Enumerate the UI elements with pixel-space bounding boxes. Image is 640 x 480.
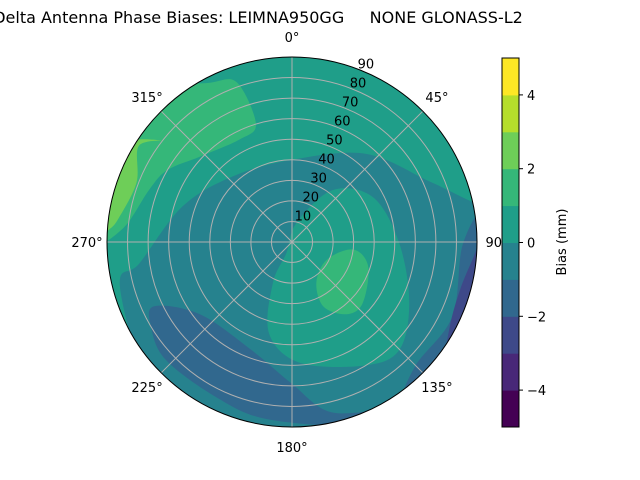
colorbar-band [502, 279, 519, 317]
colorbar-band [502, 316, 519, 354]
angular-tick-label: 225° [131, 381, 162, 396]
colorbar-band [502, 168, 519, 207]
contour-region-2 [148, 305, 394, 426]
colorbar-band [502, 242, 519, 280]
radial-tick-label: 40 [318, 153, 335, 168]
grid-spoke [160, 110, 293, 243]
grid-spoke [291, 241, 424, 374]
colorbar-tick-label: −2 [527, 310, 546, 325]
colorbar-band [502, 390, 519, 428]
radial-tick-label: 70 [342, 96, 359, 111]
polar-grid [107, 57, 477, 427]
grid-spoke [291, 110, 424, 243]
polar-frame [106, 56, 478, 428]
angular-tick-label: 45° [425, 91, 448, 106]
colorbar-band [502, 94, 519, 133]
colorbar-tick-label: −4 [527, 384, 546, 399]
angular-tick-label: 270° [71, 236, 102, 251]
angular-tick-label: 0° [285, 31, 300, 46]
angular-tick-label: 180° [276, 441, 307, 456]
angular-tick-label: 135° [421, 381, 452, 396]
angular-tick-label: 315° [131, 91, 162, 106]
radial-tick-label: 60 [334, 115, 351, 130]
radial-tick-label: 30 [310, 172, 327, 187]
colorbar-band [502, 131, 519, 170]
colorbar: −4 −2 0 2 4 [501, 57, 546, 428]
colorbar-label: Bias (mm) [555, 209, 570, 276]
colorbar-tick-label: 0 [527, 237, 535, 252]
colorbar-band [502, 58, 519, 96]
colorbar-band [502, 353, 519, 391]
radial-tick-label: 50 [326, 134, 343, 149]
contour-region-3 [400, 208, 477, 404]
chart-title: Delta Antenna Phase Biases: LEIMNA950GG … [0, 8, 523, 27]
radial-tick-label: 80 [350, 77, 367, 92]
colorbar-tick-label: 4 [527, 89, 535, 104]
colorbar-tick-label: 2 [527, 163, 535, 178]
radial-tick-label: 10 [295, 210, 312, 225]
colorbar-band [502, 205, 519, 243]
contour-region-7 [316, 249, 369, 315]
radial-tick-labels: 10 20 30 40 50 60 70 80 90 [295, 58, 374, 225]
radial-tick-label: 20 [303, 191, 320, 206]
grid-spoke [160, 241, 293, 374]
radial-tick-label: 90 [358, 58, 375, 73]
